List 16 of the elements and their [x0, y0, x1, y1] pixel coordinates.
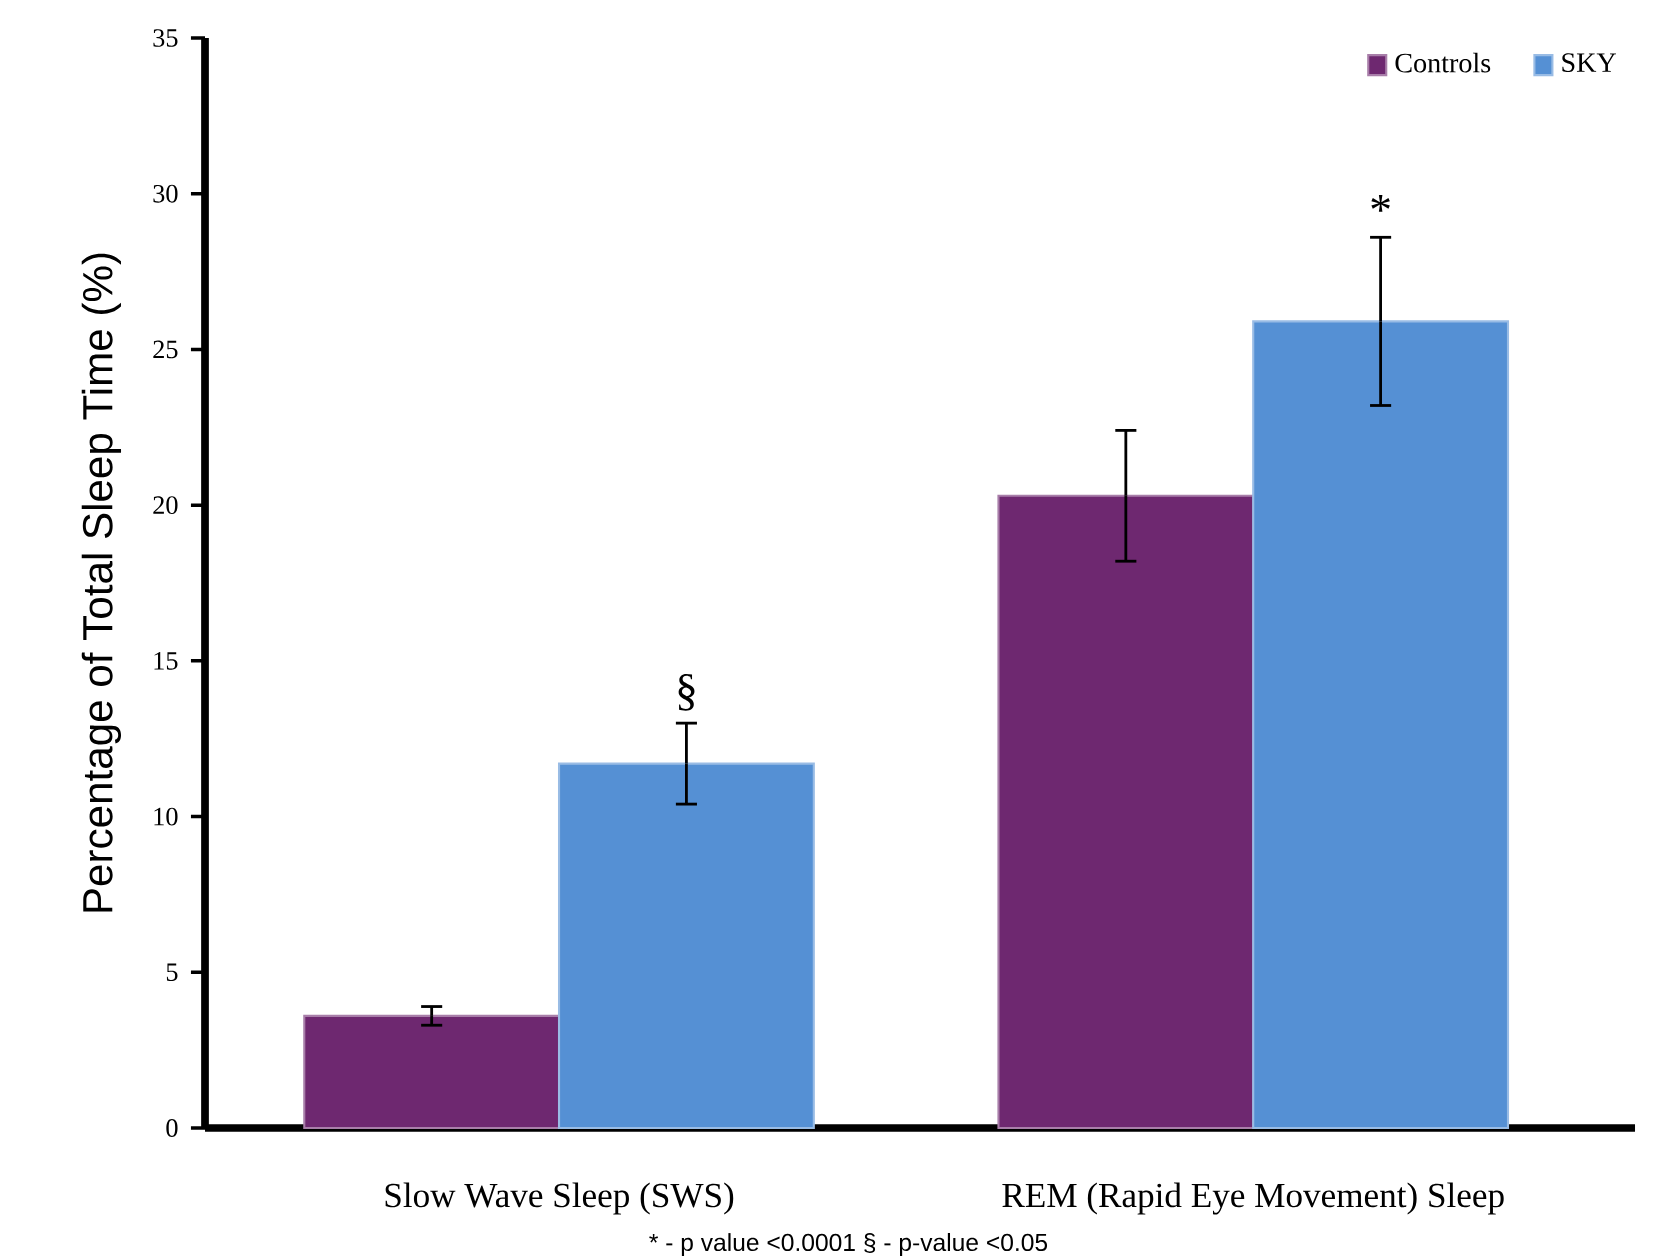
y-axis-title: Percentage of Total Sleep Time (%) [81, 253, 122, 912]
y-tick-label: 5 [166, 963, 178, 982]
y-tick-label: 20 [153, 496, 178, 515]
x-tick-label: Slow Wave Sleep (SWS) [385, 1182, 734, 1215]
legend-label: Controls [1395, 52, 1491, 73]
x-tick-label: REM (Rapid Eye Movement) Sleep [1002, 1182, 1504, 1215]
y-tick-label: 0 [166, 1119, 178, 1137]
annotation: * [1371, 194, 1390, 212]
annotation: § [678, 674, 695, 711]
y-tick-label: 30 [153, 184, 178, 203]
legend-label: SKY [1562, 53, 1616, 73]
y-tick-label: 25 [153, 340, 178, 359]
y-tick-label: 35 [153, 29, 178, 47]
y-tick-label: 10 [154, 807, 178, 826]
text: * - p value <0.0001 § - p-value <0.05 [649, 1233, 1048, 1257]
y-tick-label: 15 [154, 652, 178, 670]
